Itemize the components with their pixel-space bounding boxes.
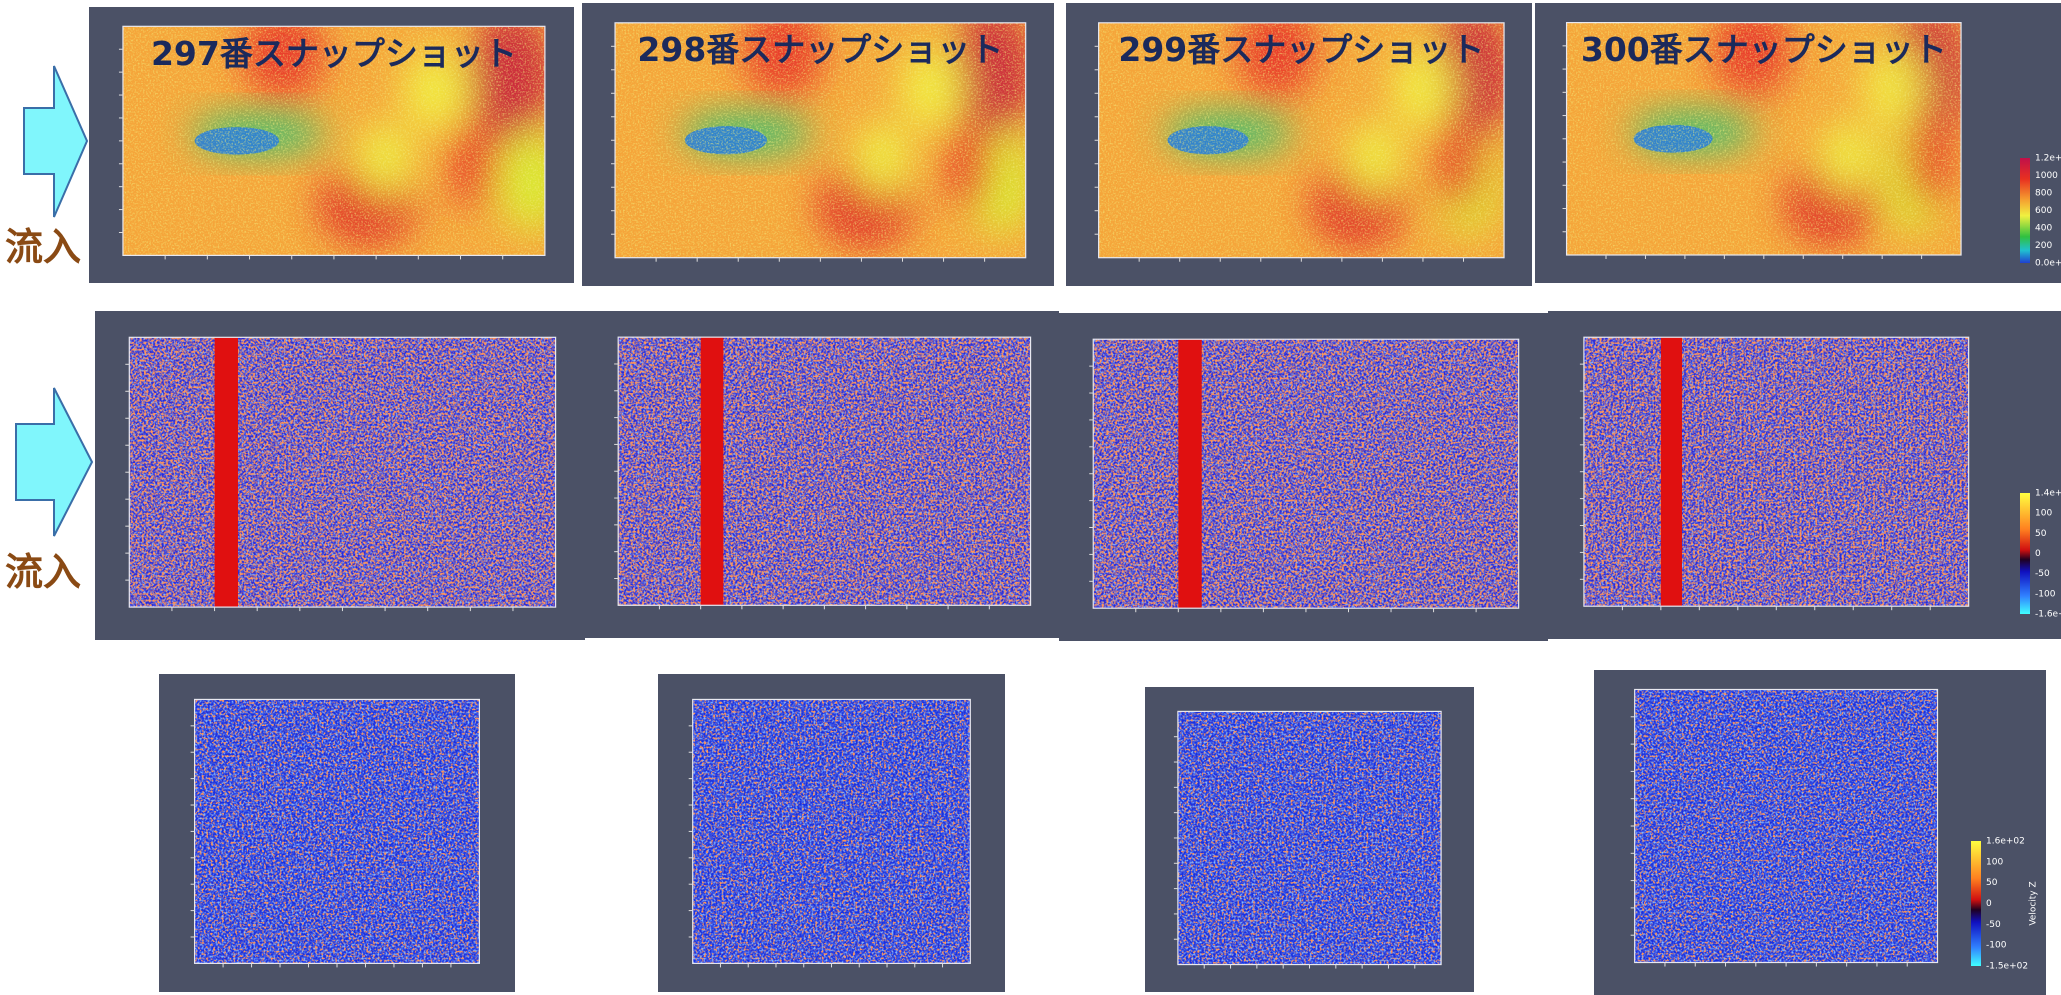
field-plot bbox=[129, 337, 555, 607]
colorbar-title: Velocity Z bbox=[2029, 881, 2039, 925]
noise-red bbox=[693, 699, 971, 963]
colorbar-label: 50 bbox=[2035, 529, 2047, 539]
colorbar-label: 1000 bbox=[2035, 171, 2058, 181]
colorbar-label: 0 bbox=[2035, 549, 2041, 559]
colorbar-label: -100 bbox=[1986, 941, 2007, 951]
noise-red bbox=[195, 699, 480, 963]
inflow-arrow bbox=[24, 66, 87, 217]
inflow-arrow bbox=[16, 388, 92, 536]
noise-red bbox=[1178, 711, 1441, 964]
field-plot bbox=[1635, 690, 1938, 963]
field-plot bbox=[195, 699, 480, 963]
arrows: 流入 流入 bbox=[5, 66, 92, 594]
colorbar-label: 800 bbox=[2035, 189, 2052, 199]
colorbar-label: 50 bbox=[1986, 878, 1998, 888]
colorbar-gradient bbox=[2020, 493, 2030, 614]
noise-red bbox=[1093, 339, 1518, 608]
inflow-label: 流入 bbox=[5, 225, 81, 269]
obstacle-band bbox=[1661, 337, 1682, 606]
colorbar-label: -50 bbox=[1986, 920, 2001, 930]
colorbar-label: 100 bbox=[1986, 857, 2003, 867]
snapshot-title: 300番スナップショット bbox=[1581, 30, 1947, 69]
colorbar-label: -100 bbox=[2035, 589, 2056, 599]
figure: 流入 流入 297番スナップショット 298番スナップショット 299番スナップショ… bbox=[0, 0, 2061, 995]
field-plot bbox=[618, 337, 1030, 605]
snapshot-panel bbox=[658, 674, 1005, 992]
colorbar-label: 0 bbox=[1986, 899, 1992, 909]
field-plot bbox=[1178, 711, 1441, 964]
field-plot bbox=[693, 699, 971, 963]
snapshot-panel bbox=[95, 311, 585, 640]
colorbar-label: 200 bbox=[2035, 241, 2052, 251]
snapshot-panel bbox=[1145, 687, 1474, 992]
snapshot-panel bbox=[1548, 311, 2061, 639]
obstacle-band bbox=[215, 337, 238, 607]
snapshot-title: 297番スナップショット bbox=[151, 34, 517, 73]
snapshot-title: 298番スナップショット bbox=[637, 30, 1003, 69]
colorbar-label: -1.5e+02 bbox=[1986, 962, 2028, 972]
noise-red bbox=[1584, 337, 1969, 606]
colorbar-gradient bbox=[1971, 841, 1981, 966]
field-plot bbox=[1093, 339, 1518, 608]
colorbar-label: -50 bbox=[2035, 569, 2050, 579]
inflow-label: 流入 bbox=[5, 550, 81, 594]
noise-red bbox=[1635, 690, 1938, 963]
snapshot-panel bbox=[585, 311, 1059, 638]
colorbar-label: 100 bbox=[2035, 509, 2052, 519]
colorbar-label: 1.4e+02 bbox=[2035, 489, 2061, 499]
colorbar-label: 0.0e+00 bbox=[2035, 259, 2061, 269]
snapshot-title: 299番スナップショット bbox=[1118, 30, 1484, 69]
colorbar-gradient bbox=[2020, 158, 2030, 263]
colorbar-label: 600 bbox=[2035, 206, 2052, 216]
colorbar-label: 1.6e+02 bbox=[1986, 837, 2025, 847]
obstacle-band bbox=[701, 337, 724, 605]
obstacle-band bbox=[1178, 339, 1201, 608]
snapshot-panel bbox=[1059, 313, 1548, 641]
noise-red bbox=[618, 337, 1030, 605]
field-plot bbox=[1584, 337, 1969, 606]
colorbar-label: 400 bbox=[2035, 224, 2052, 234]
noise-red bbox=[129, 337, 555, 607]
snapshot-panel bbox=[159, 674, 515, 992]
colorbar-label: -1.6e+02 bbox=[2035, 610, 2061, 620]
colorbar-label: 1.2e+03 bbox=[2035, 154, 2061, 164]
